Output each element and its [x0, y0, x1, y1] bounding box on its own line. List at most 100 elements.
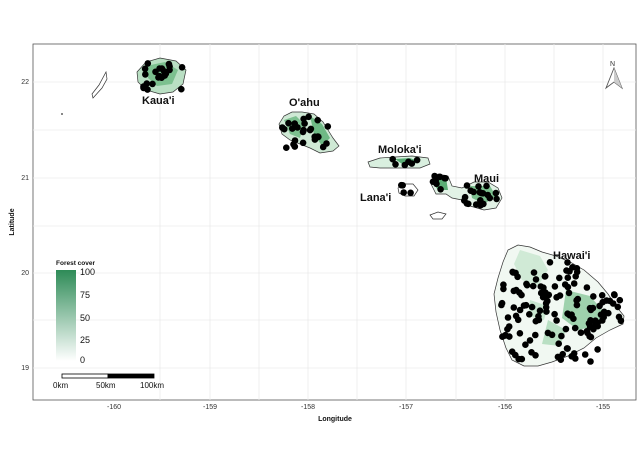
- sampling-point: [518, 291, 525, 299]
- sampling-point: [526, 337, 534, 344]
- sampling-point: [573, 265, 581, 272]
- legend-label: 25: [80, 335, 90, 345]
- sampling-point: [323, 140, 330, 147]
- legend-label: 100: [80, 267, 95, 277]
- sampling-point: [407, 189, 414, 197]
- sampling-point: [294, 124, 301, 131]
- sampling-point: [285, 119, 292, 127]
- x-axis-title: Longitude: [318, 416, 352, 423]
- sampling-point: [532, 317, 540, 325]
- scale-label: 0km: [53, 381, 68, 390]
- sampling-point: [408, 160, 416, 167]
- sampling-point: [564, 259, 571, 266]
- sampling-point: [514, 316, 522, 324]
- sampling-point: [398, 181, 405, 189]
- sampling-point: [540, 284, 547, 292]
- sampling-point: [611, 291, 618, 299]
- island-label-lanai: Lana'i: [360, 192, 391, 204]
- sampling-point: [305, 113, 312, 121]
- sampling-point: [574, 295, 582, 303]
- sampling-point: [587, 317, 594, 324]
- sampling-point: [463, 182, 471, 189]
- sampling-point: [556, 292, 564, 299]
- sampling-point: [551, 310, 558, 318]
- sampling-point: [572, 273, 579, 280]
- sampling-point: [555, 340, 562, 348]
- sampling-point: [530, 269, 538, 276]
- sampling-point: [311, 136, 319, 143]
- sampling-point: [291, 137, 299, 144]
- y-tick-label: 19: [21, 365, 29, 372]
- sampling-point: [551, 283, 559, 290]
- sampling-point: [558, 332, 565, 340]
- sampling-point: [556, 274, 563, 282]
- sampling-point: [542, 304, 550, 311]
- sampling-point: [467, 187, 475, 194]
- sampling-point: [166, 66, 173, 74]
- sampling-point: [142, 71, 149, 78]
- sampling-point: [543, 291, 551, 299]
- scale-label: 100km: [140, 381, 164, 390]
- sampling-point: [140, 84, 147, 92]
- sampling-point: [300, 115, 307, 123]
- sampling-point: [561, 281, 569, 288]
- sampling-point: [532, 352, 539, 359]
- sampling-point: [504, 314, 512, 321]
- sampling-point: [559, 350, 566, 358]
- sampling-point: [300, 126, 307, 134]
- sampling-point: [594, 322, 601, 330]
- sampling-point: [477, 202, 484, 209]
- sampling-point: [536, 307, 544, 315]
- sampling-point: [314, 116, 322, 124]
- sampling-point: [587, 358, 594, 365]
- sampling-point: [564, 310, 571, 318]
- scale-label: 50km: [96, 381, 116, 390]
- x-tick-label: -157: [399, 404, 413, 411]
- sampling-point: [289, 125, 296, 132]
- sampling-point: [516, 330, 524, 337]
- sampling-point: [516, 306, 524, 314]
- sampling-point: [306, 126, 314, 134]
- sampling-point: [279, 124, 286, 131]
- sampling-point: [512, 269, 519, 277]
- sampling-point: [484, 191, 492, 199]
- sampling-point: [615, 313, 623, 321]
- y-axis-title: Latitude: [9, 208, 16, 235]
- sampling-point: [526, 311, 533, 318]
- sampling-point: [590, 293, 597, 300]
- x-tick-label: -156: [498, 404, 512, 411]
- sampling-point: [564, 274, 572, 282]
- sampling-point: [541, 273, 549, 280]
- sampling-point: [160, 68, 168, 75]
- sampling-point: [492, 189, 500, 197]
- sampling-point: [500, 285, 507, 293]
- sampling-point: [548, 331, 556, 339]
- sampling-point: [614, 303, 622, 311]
- sampling-point: [577, 329, 585, 337]
- sampling-point: [149, 80, 156, 88]
- sampling-point: [502, 331, 509, 339]
- x-tick-label: -155: [596, 404, 610, 411]
- sampling-point: [568, 353, 575, 360]
- sampling-point: [483, 182, 490, 190]
- x-tick-label: -160: [107, 404, 121, 411]
- sampling-point: [178, 64, 186, 71]
- scale-bar: 0km 50km 100km: [53, 373, 164, 390]
- y-axis: 22 21 20 19 Latitude: [9, 79, 29, 372]
- sampling-point: [606, 297, 614, 305]
- north-arrow: N: [604, 61, 624, 90]
- sampling-point: [283, 144, 290, 151]
- sampling-point: [324, 123, 332, 130]
- sampling-point: [570, 280, 578, 287]
- sampling-point: [599, 317, 606, 324]
- sampling-point: [522, 341, 529, 349]
- island-label-molokai: Moloka'i: [378, 144, 422, 156]
- y-tick-label: 21: [21, 175, 29, 182]
- sampling-point: [178, 85, 185, 93]
- sampling-point: [564, 345, 571, 352]
- niihau-island: [61, 70, 108, 115]
- sampling-point: [571, 324, 579, 332]
- legend-label: 50: [80, 313, 90, 323]
- sampling-point: [583, 284, 591, 291]
